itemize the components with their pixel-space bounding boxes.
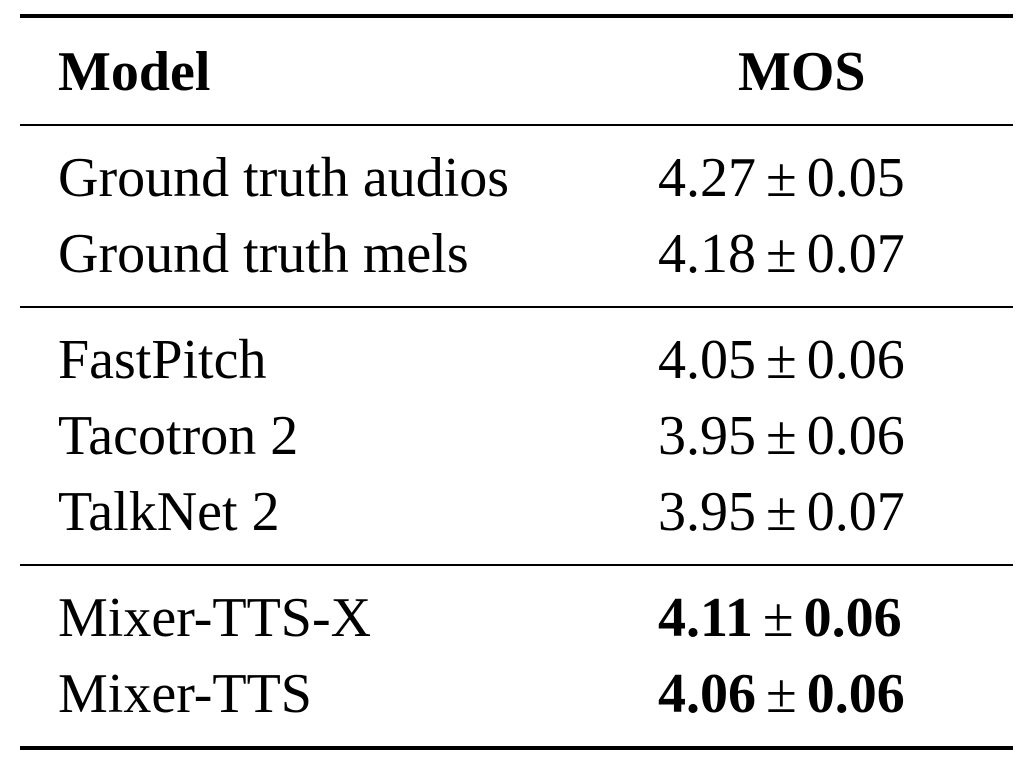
model-name: Mixer-TTS-X <box>58 587 372 649</box>
model-name: TalkNet 2 <box>58 481 280 543</box>
mos-score: 3.95 ±0.06 <box>658 405 905 467</box>
header-rule <box>20 124 1013 126</box>
model-name: FastPitch <box>58 329 267 391</box>
table-row: FastPitch 4.05 ±0.06 <box>20 322 1013 398</box>
group-ground-truth: Ground truth audios 4.27 ±0.05 Ground tru… <box>20 126 1013 306</box>
table-row: Ground truth audios 4.27 ±0.05 <box>20 140 1013 216</box>
mos-score: 4.27 ±0.05 <box>658 147 905 209</box>
group-rule <box>20 564 1013 566</box>
group-mixer-tts: Mixer-TTS-X 4.11 ±0.06 Mixer-TTS 4.06 ±0.0… <box>20 566 1013 746</box>
mos-score: 4.18 ±0.07 <box>658 223 905 285</box>
header-row: Model MOS <box>20 18 1013 124</box>
mos-score: 4.06 ±0.06 <box>658 663 905 725</box>
mos-score: 3.95 ±0.07 <box>658 481 905 543</box>
top-rule <box>20 14 1013 18</box>
header-mos: MOS <box>738 41 866 103</box>
model-name: Ground truth audios <box>58 147 510 209</box>
group-rule <box>20 306 1013 308</box>
table-row: Mixer-TTS-X 4.11 ±0.06 <box>20 580 1013 656</box>
table-row: Mixer-TTS 4.06 ±0.06 <box>20 656 1013 732</box>
bottom-rule <box>20 746 1013 750</box>
mos-score: 4.05 ±0.06 <box>658 329 905 391</box>
table-row: Tacotron 2 3.95 ±0.06 <box>20 398 1013 474</box>
group-baselines: FastPitch 4.05 ±0.06 Tacotron 2 3.95 ±0.06… <box>20 308 1013 564</box>
header-model: Model <box>58 41 211 103</box>
mos-score: 4.11 ±0.06 <box>658 587 902 649</box>
table-row: Ground truth mels 4.18 ±0.07 <box>20 216 1013 292</box>
model-name: Mixer-TTS <box>58 663 312 725</box>
model-name: Ground truth mels <box>58 223 469 285</box>
results-table: Model MOS Ground truth audios 4.27 ±0.05 … <box>20 14 1013 750</box>
model-name: Tacotron 2 <box>58 405 299 467</box>
table-row: TalkNet 2 3.95 ±0.07 <box>20 474 1013 550</box>
